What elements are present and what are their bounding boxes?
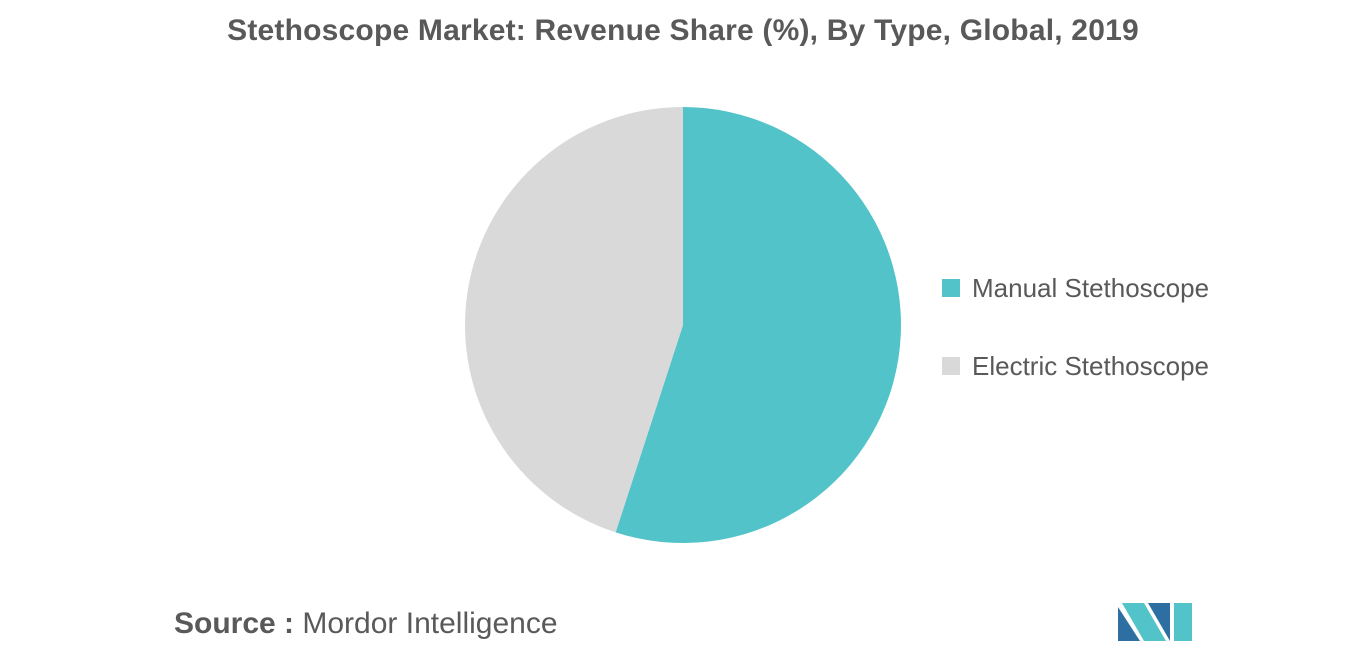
legend-label: Electric Stethoscope [972,350,1210,381]
pie-slice-electric-stethoscope [465,107,683,533]
legend-swatch [942,279,960,297]
source-text: Mordor Intelligence [302,607,558,640]
pie-slice-manual-stethoscope [615,107,902,543]
legend: Manual Stethoscope Electric Stethoscope [942,268,1209,424]
source-note: Source : Mordor Intelligence [174,607,558,641]
legend-swatch [942,357,960,375]
mordor-intelligence-logo-icon [1118,603,1192,641]
legend-item-electric-stethoscope: Electric Stethoscope [942,346,1209,386]
legend-item-manual-stethoscope: Manual Stethoscope [942,268,1209,308]
chart-title: Stethoscope Market: Revenue Share (%), B… [227,14,1139,47]
legend-label: Manual Stethoscope [972,272,1210,303]
source-label: Source : [174,607,295,640]
